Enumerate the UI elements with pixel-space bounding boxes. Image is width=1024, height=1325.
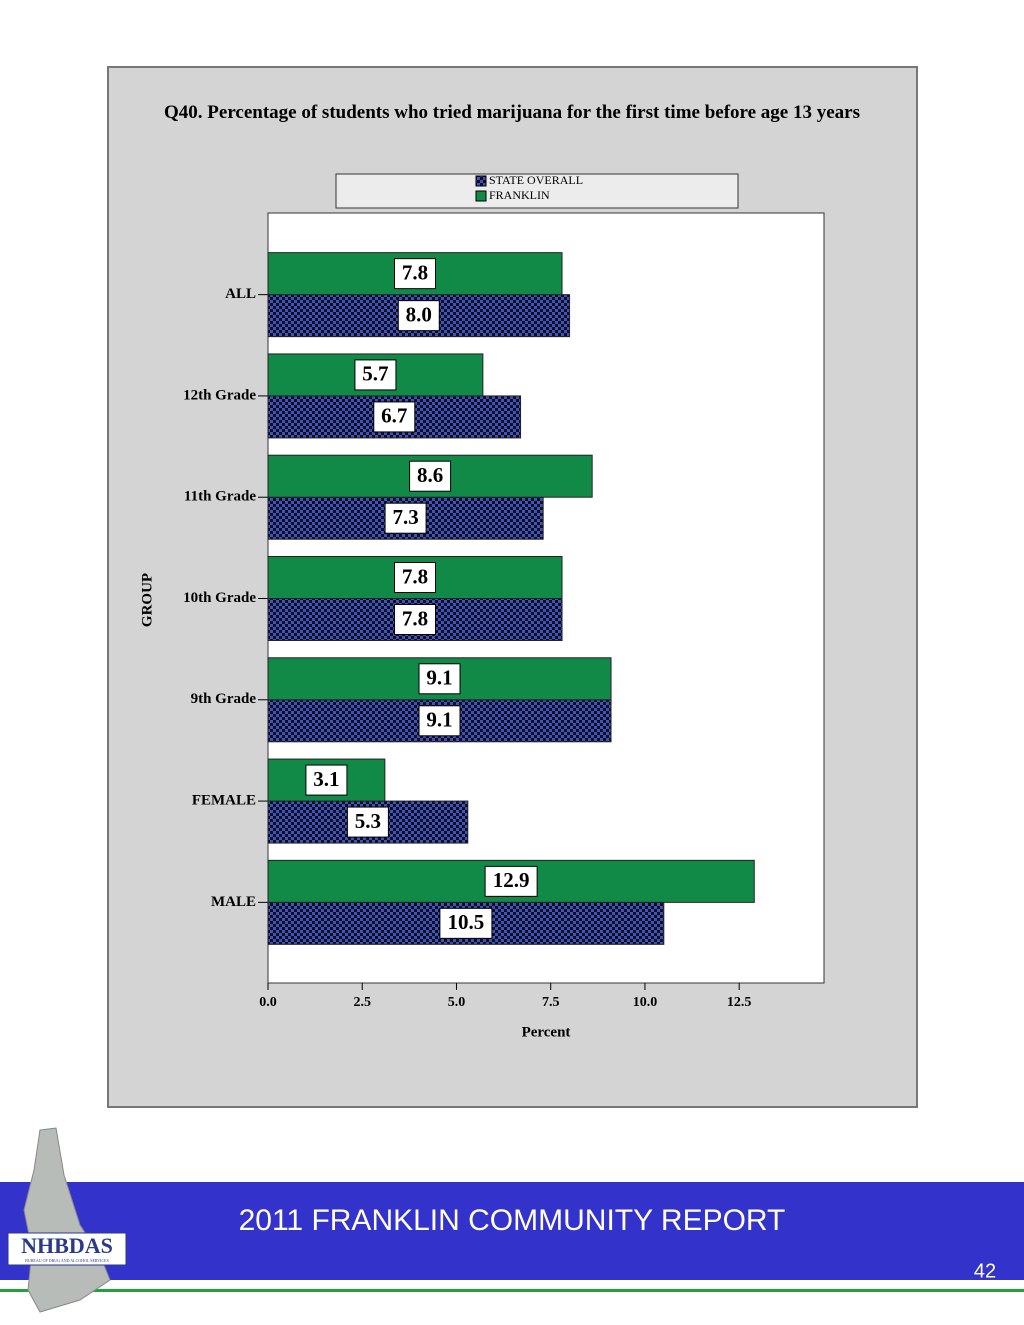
y-tick-label: ALL bbox=[225, 286, 256, 302]
page-number: 42 bbox=[974, 1260, 996, 1282]
data-label: 5.3 bbox=[355, 809, 381, 833]
x-tick-label: 5.0 bbox=[448, 995, 466, 1010]
state-shape bbox=[23, 1127, 111, 1313]
data-label: 9.1 bbox=[426, 708, 452, 732]
data-label: 9.1 bbox=[426, 666, 452, 690]
data-label: 8.6 bbox=[417, 463, 443, 487]
data-label: 7.8 bbox=[402, 260, 428, 284]
data-label-box bbox=[397, 300, 440, 332]
data-label-box bbox=[394, 562, 437, 593]
y-tick-label: 12th Grade bbox=[183, 387, 256, 403]
data-label-box bbox=[394, 604, 437, 635]
data-label: 7.8 bbox=[402, 564, 428, 588]
x-tick-label: 0.0 bbox=[259, 995, 277, 1010]
x-axis-label: Percent bbox=[522, 1024, 571, 1040]
data-label-box bbox=[373, 401, 416, 433]
data-label-box bbox=[305, 764, 348, 796]
logo-name: NHBDAS bbox=[21, 1233, 113, 1258]
legend-swatch bbox=[475, 175, 487, 187]
data-label: 8.0 bbox=[406, 302, 432, 326]
data-label: 5.7 bbox=[362, 362, 388, 386]
y-tick-label: FEMALE bbox=[192, 793, 256, 809]
data-label: 10.5 bbox=[448, 910, 485, 934]
y-tick-label: 9th Grade bbox=[191, 691, 257, 707]
data-label: 12.9 bbox=[493, 868, 530, 892]
data-label-box bbox=[484, 865, 538, 897]
data-label-box bbox=[418, 705, 461, 737]
y-tick-label: MALE bbox=[211, 894, 256, 910]
data-label-box bbox=[409, 460, 452, 492]
y-tick-label: 10th Grade bbox=[183, 590, 256, 606]
data-label-box bbox=[346, 806, 389, 838]
legend-label: STATE OVERALL bbox=[489, 173, 583, 187]
x-tick-label: 2.5 bbox=[353, 995, 371, 1010]
logo-box bbox=[7, 1232, 127, 1266]
data-label-box bbox=[439, 907, 493, 939]
data-label-box bbox=[394, 258, 437, 290]
data-label-box bbox=[354, 359, 397, 391]
x-tick-label: 7.5 bbox=[542, 995, 560, 1010]
data-label: 6.7 bbox=[381, 404, 407, 428]
chart-title: Q40. Percentage of students who tried ma… bbox=[164, 102, 860, 123]
legend-box bbox=[335, 173, 739, 209]
data-label-box bbox=[384, 502, 427, 534]
x-tick-label: 12.5 bbox=[727, 995, 752, 1010]
data-label: 7.8 bbox=[402, 606, 428, 630]
legend-label: FRANKLIN bbox=[489, 188, 550, 202]
legend-swatch bbox=[475, 190, 487, 202]
footer-band bbox=[0, 1182, 1024, 1280]
y-axis-label: GROUP bbox=[139, 573, 155, 627]
footer-line bbox=[0, 1289, 1024, 1292]
data-label-box bbox=[418, 663, 461, 695]
x-tick-label: 10.0 bbox=[633, 995, 658, 1010]
y-tick-label: 11th Grade bbox=[184, 489, 256, 505]
data-label: 3.1 bbox=[313, 767, 339, 791]
logo-subtitle: BUREAU OF DRUG AND ALCOHOL SERVICES bbox=[25, 1258, 109, 1263]
data-label: 7.3 bbox=[392, 505, 418, 529]
footer-title: 2011 FRANKLIN COMMUNITY REPORT bbox=[239, 1204, 786, 1237]
